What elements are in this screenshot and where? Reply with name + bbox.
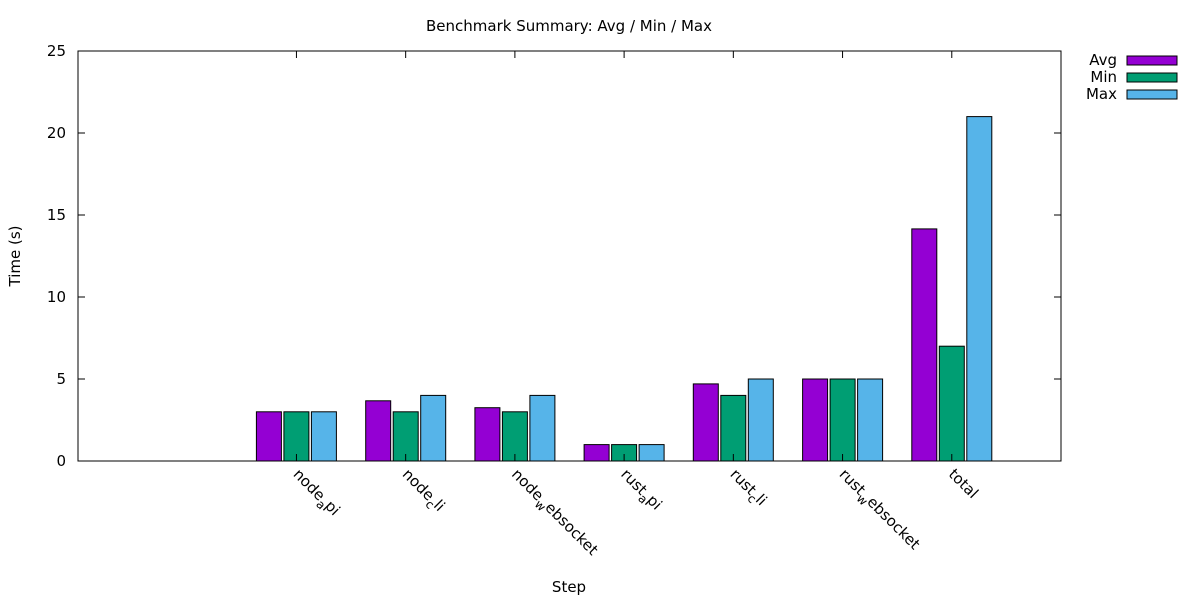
plot-frame	[77, 50, 1062, 462]
bar-min-node_cli	[392, 411, 419, 462]
x-tick-label: rustwebsocket	[833, 465, 924, 556]
bar-avg-node_websocket	[474, 407, 501, 462]
legend-label-avg: Avg	[1089, 51, 1117, 69]
y-tick-label: 0	[56, 452, 66, 470]
y-axis-label: Time (s)	[6, 226, 24, 288]
x-tick-label: rustapi	[614, 465, 665, 516]
bar-max-rust_websocket	[857, 378, 884, 462]
bar-max-node_api	[310, 411, 337, 462]
x-tick-label: total	[945, 465, 982, 502]
bar-avg-total	[911, 228, 938, 462]
x-tick-label: nodecli	[396, 465, 449, 518]
y-tick-label: 10	[47, 288, 66, 306]
legend-label-max: Max	[1086, 85, 1117, 103]
bar-max-node_websocket	[529, 394, 556, 462]
y-tick-label: 20	[47, 124, 66, 142]
legend-swatch-min	[1126, 72, 1178, 83]
bar-min-rust_websocket	[829, 378, 856, 462]
y-tick-label: 5	[56, 370, 66, 388]
legend-label-min: Min	[1090, 68, 1117, 86]
x-axis-label: Step	[552, 578, 586, 596]
y-tick-label: 15	[47, 206, 66, 224]
bar-min-total	[938, 345, 965, 462]
bar-avg-rust_websocket	[802, 378, 829, 462]
bar-min-rust_cli	[720, 394, 747, 462]
legend-swatch-avg	[1126, 55, 1178, 66]
bar-avg-rust_api	[583, 444, 610, 462]
y-tick-label: 25	[47, 42, 66, 60]
legend-swatch-max	[1126, 89, 1178, 100]
x-tick-label: rustcli	[724, 465, 771, 512]
bar-max-node_cli	[420, 394, 447, 462]
bar-avg-node_cli	[365, 400, 392, 462]
bar-avg-node_api	[255, 411, 282, 462]
bar-min-node_api	[283, 411, 310, 462]
x-tick-label: nodeapi	[287, 465, 344, 522]
x-tick-label: nodewebsocket	[505, 465, 602, 562]
bar-max-total	[966, 116, 993, 462]
bars-layer	[255, 116, 993, 462]
bar-avg-rust_cli	[692, 383, 719, 462]
chart-title: Benchmark Summary: Avg / Min / Max	[426, 17, 712, 35]
bar-min-node_websocket	[501, 411, 528, 462]
bar-max-rust_cli	[747, 378, 774, 462]
bar-max-rust_api	[638, 444, 665, 462]
y-axis: 0 5 10 15 20 25	[47, 42, 1061, 470]
